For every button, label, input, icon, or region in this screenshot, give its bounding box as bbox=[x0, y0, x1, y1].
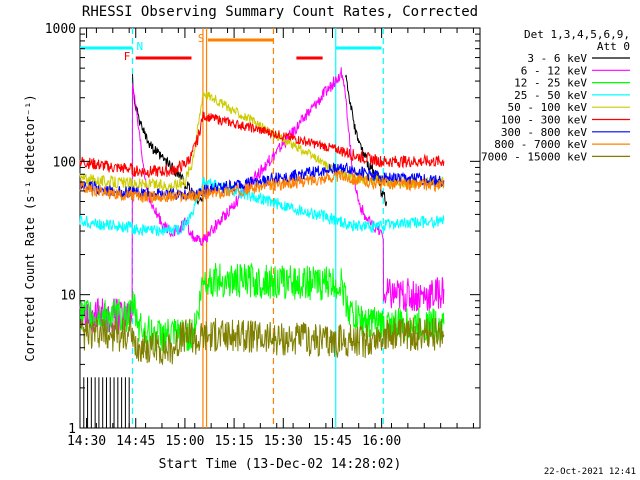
legend-label-300-800-kev: 300 - 800 keV bbox=[501, 126, 587, 139]
x-tick-label: 15:15 bbox=[215, 434, 254, 449]
x-axis-label: Start Time (13-Dec-02 14:28:02) bbox=[159, 457, 402, 472]
legend-label-800-7000-kev: 800 - 7000 keV bbox=[494, 138, 587, 151]
x-tick-label: 14:45 bbox=[116, 434, 155, 449]
annotation-bars: NF S bbox=[80, 32, 382, 63]
annotation-label-s: S bbox=[198, 32, 205, 45]
legend-header-line: Det 1,3,4,5,6,9, bbox=[524, 28, 630, 41]
x-tick-label: 15:00 bbox=[165, 434, 204, 449]
series-line-25-50-kev bbox=[79, 176, 445, 238]
legend-label-7000-15000-kev: 7000 - 15000 keV bbox=[481, 150, 587, 163]
series-line-800-7000-kev bbox=[79, 170, 445, 204]
legend-header-line: Att 0 bbox=[597, 40, 630, 53]
legend-label-25-50-kev: 25 - 50 keV bbox=[514, 89, 587, 102]
x-tick-label: 14:30 bbox=[67, 434, 106, 449]
series-line-100-300-kev bbox=[79, 111, 445, 179]
annotation-label-f: F bbox=[124, 50, 131, 63]
series-group bbox=[79, 67, 445, 365]
y-tick-label: 1 bbox=[68, 422, 76, 437]
x-tick-label: 15:30 bbox=[264, 434, 303, 449]
series-line-6-12-kev bbox=[79, 67, 445, 333]
y-axis-label: Corrected Count Rate (s⁻¹ detector⁻¹) bbox=[23, 94, 37, 361]
footer-timestamp: 22-Oct-2021 12:41 bbox=[544, 467, 636, 477]
y-tick-label: 10 bbox=[60, 289, 76, 304]
chart-title: RHESSI Observing Summary Count Rates, Co… bbox=[82, 4, 478, 20]
y-tick-label: 1000 bbox=[45, 22, 76, 37]
axes: 14:30 14:45 15:00 15:15 15:30 15:45 16:00 1 10 10… bbox=[45, 22, 480, 449]
x-tick-label: 15:45 bbox=[313, 434, 352, 449]
plot-frame bbox=[79, 27, 481, 429]
series-line-7000-15000-kev bbox=[80, 316, 445, 365]
annotation-label-n: N bbox=[136, 40, 143, 53]
legend-label-50-100-kev: 50 - 100 keV bbox=[508, 101, 588, 114]
series-line-3-6-kev bbox=[132, 74, 204, 206]
legend-label-3-6-kev: 3 - 6 keV bbox=[527, 52, 587, 65]
legend-label-12-25-kev: 12 - 25 keV bbox=[514, 77, 587, 90]
x-tick-label: 16:00 bbox=[362, 434, 401, 449]
y-tick-label: 100 bbox=[53, 155, 76, 170]
legend-label-100-300-kev: 100 - 300 keV bbox=[501, 114, 587, 127]
legend-label-6-12-kev: 6 - 12 keV bbox=[521, 64, 588, 77]
